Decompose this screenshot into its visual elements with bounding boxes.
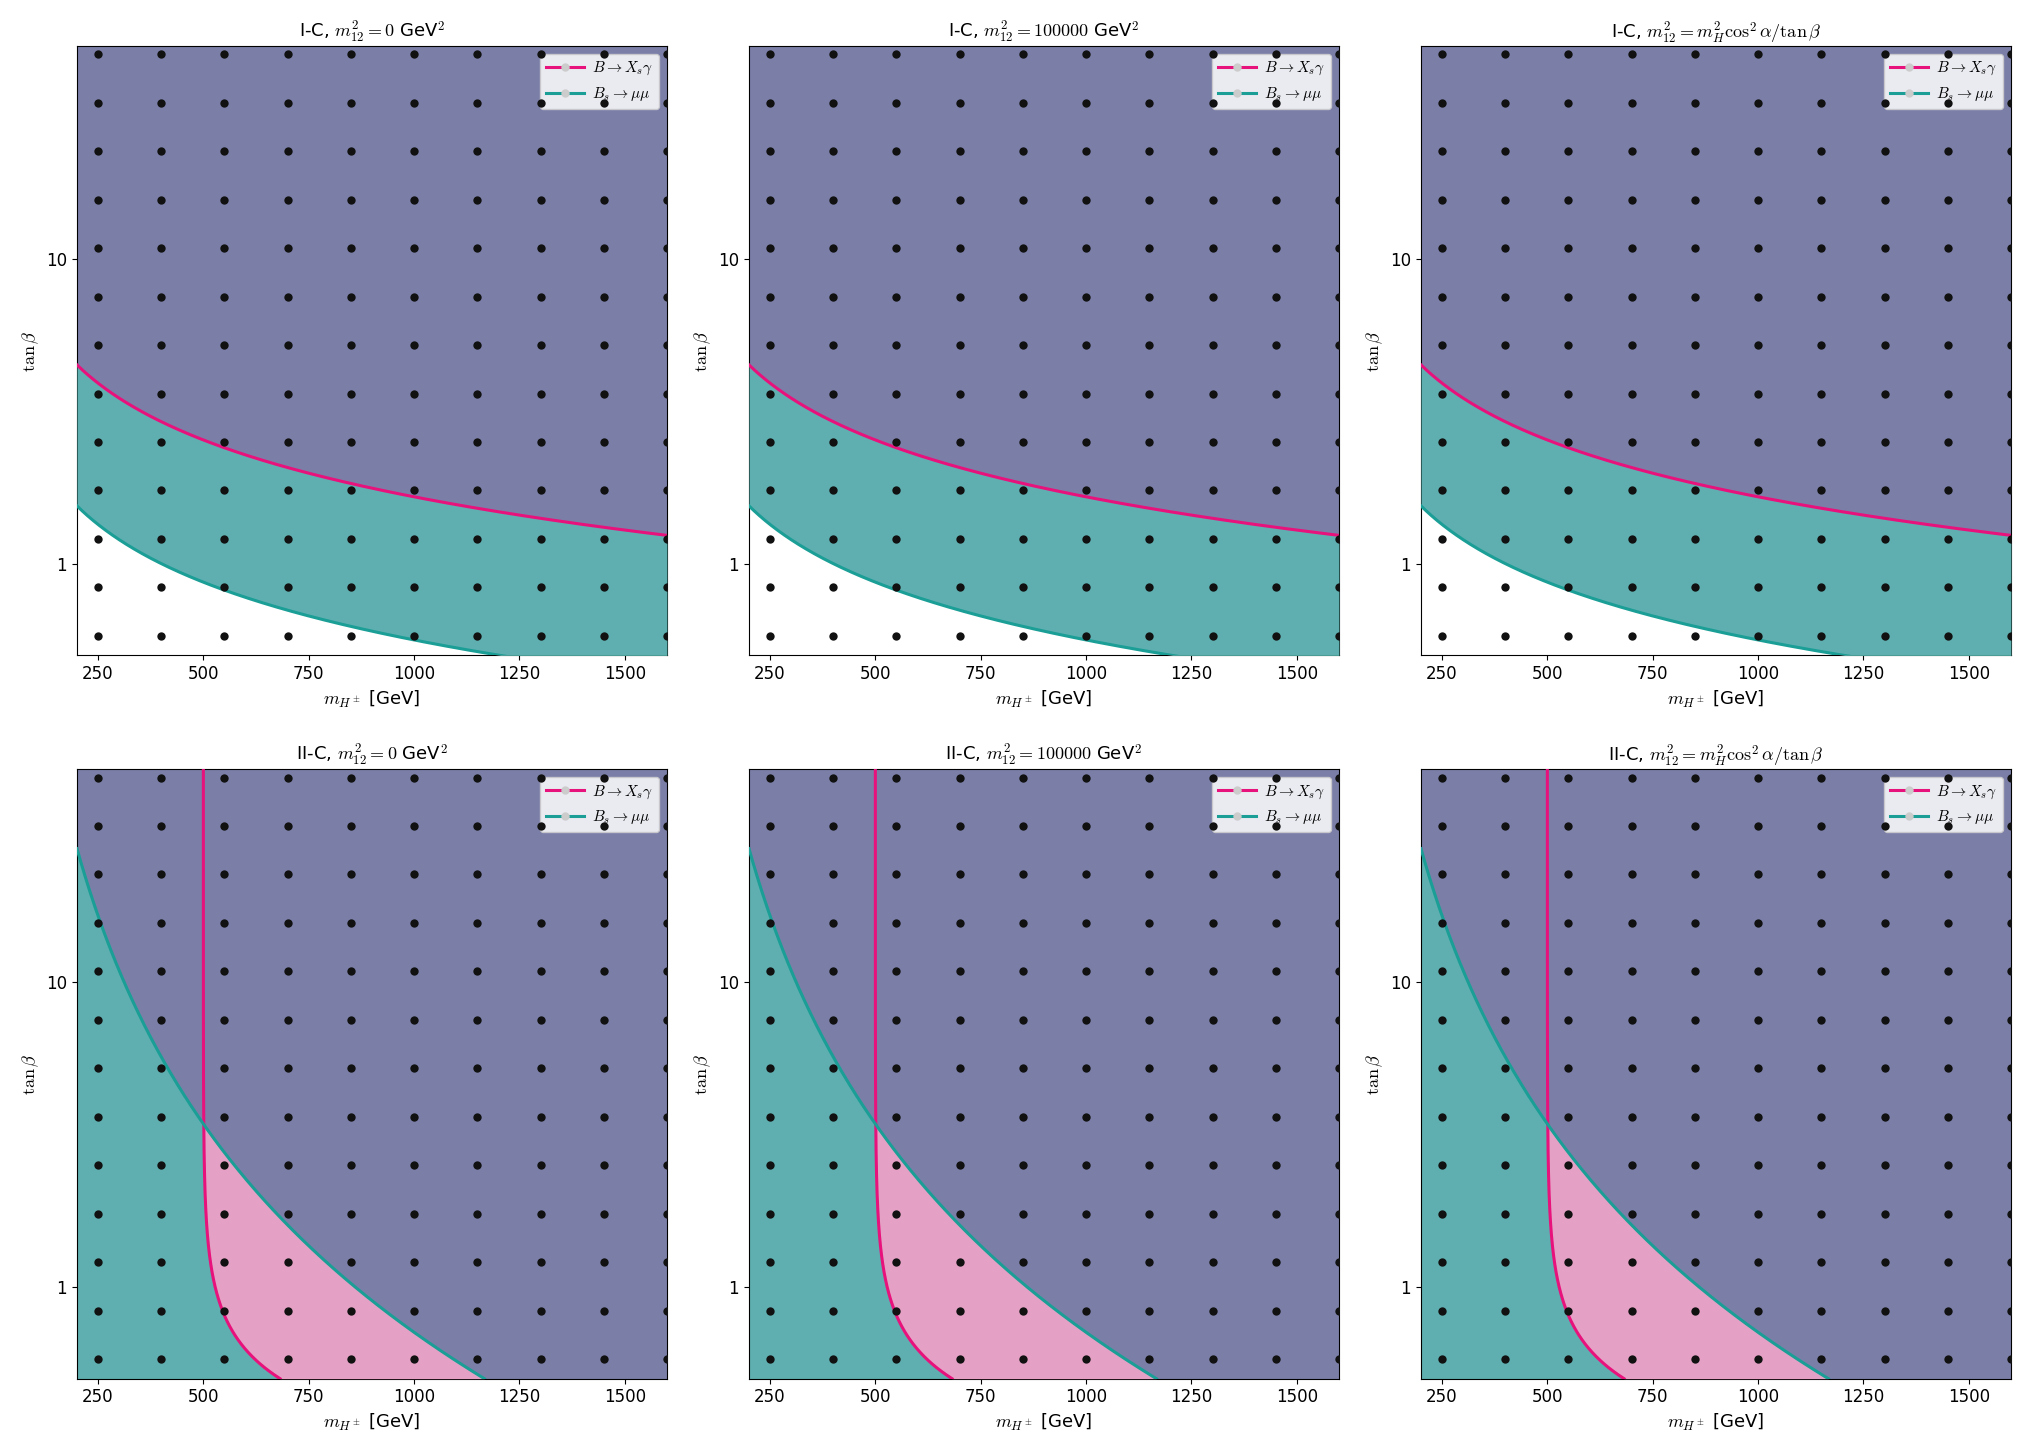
Title: II-C, $m_{12}^2 = m_H^2 \cos^2\alpha/\tan\beta$: II-C, $m_{12}^2 = m_H^2 \cos^2\alpha/\ta… <box>1608 742 1823 769</box>
Legend: $B \to X_s\gamma$, $B_s \to \mu\mu$: $B \to X_s\gamma$, $B_s \to \mu\mu$ <box>540 54 660 109</box>
Legend: $B \to X_s\gamma$, $B_s \to \mu\mu$: $B \to X_s\gamma$, $B_s \to \mu\mu$ <box>1884 777 2002 833</box>
X-axis label: $m_{H^\pm}$ [GeV]: $m_{H^\pm}$ [GeV] <box>995 1412 1092 1433</box>
X-axis label: $m_{H^\pm}$ [GeV]: $m_{H^\pm}$ [GeV] <box>1667 1412 1764 1433</box>
Title: II-C, $m_{12}^2 = 100000$ GeV$^2$: II-C, $m_{12}^2 = 100000$ GeV$^2$ <box>946 742 1141 769</box>
X-axis label: $m_{H^\pm}$ [GeV]: $m_{H^\pm}$ [GeV] <box>995 689 1092 711</box>
Legend: $B \to X_s\gamma$, $B_s \to \mu\mu$: $B \to X_s\gamma$, $B_s \to \mu\mu$ <box>540 777 660 833</box>
Y-axis label: $\tan\beta$: $\tan\beta$ <box>20 330 41 372</box>
Title: I-C, $m_{12}^2 = 0$ GeV$^2$: I-C, $m_{12}^2 = 0$ GeV$^2$ <box>298 20 445 45</box>
Title: I-C, $m_{12}^2 = 100000$ GeV$^2$: I-C, $m_{12}^2 = 100000$ GeV$^2$ <box>948 20 1139 45</box>
Y-axis label: $\tan\beta$: $\tan\beta$ <box>692 1053 713 1094</box>
X-axis label: $m_{H^\pm}$ [GeV]: $m_{H^\pm}$ [GeV] <box>323 1412 420 1433</box>
X-axis label: $m_{H^\pm}$ [GeV]: $m_{H^\pm}$ [GeV] <box>323 689 420 711</box>
Legend: $B \to X_s\gamma$, $B_s \to \mu\mu$: $B \to X_s\gamma$, $B_s \to \mu\mu$ <box>1212 54 1332 109</box>
Title: I-C, $m_{12}^2 = m_H^2 \cos^2\alpha/\tan\beta$: I-C, $m_{12}^2 = m_H^2 \cos^2\alpha/\tan… <box>1610 20 1821 45</box>
X-axis label: $m_{H^\pm}$ [GeV]: $m_{H^\pm}$ [GeV] <box>1667 689 1764 711</box>
Y-axis label: $\tan\beta$: $\tan\beta$ <box>1364 330 1384 372</box>
Legend: $B \to X_s\gamma$, $B_s \to \mu\mu$: $B \to X_s\gamma$, $B_s \to \mu\mu$ <box>1884 54 2002 109</box>
Legend: $B \to X_s\gamma$, $B_s \to \mu\mu$: $B \to X_s\gamma$, $B_s \to \mu\mu$ <box>1212 777 1332 833</box>
Y-axis label: $\tan\beta$: $\tan\beta$ <box>1364 1053 1384 1094</box>
Y-axis label: $\tan\beta$: $\tan\beta$ <box>20 1053 41 1094</box>
Y-axis label: $\tan\beta$: $\tan\beta$ <box>692 330 713 372</box>
Title: II-C, $m_{12}^2 = 0$ GeV$^2$: II-C, $m_{12}^2 = 0$ GeV$^2$ <box>296 742 449 769</box>
